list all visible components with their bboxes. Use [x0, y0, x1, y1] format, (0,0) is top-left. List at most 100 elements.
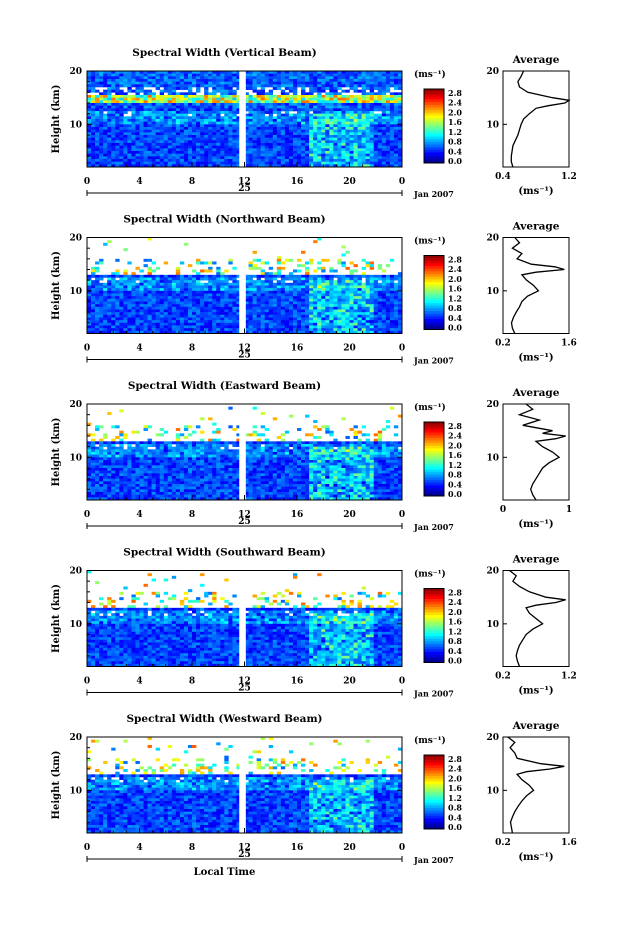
heatmap-cell [176, 159, 180, 162]
heatmap-cell [261, 159, 265, 162]
heatmap-cell [313, 288, 317, 291]
heatmap-cell [111, 286, 115, 289]
heatmap-cell [123, 135, 127, 138]
heatmap-cell [273, 323, 277, 326]
heatmap-cell [188, 138, 192, 141]
heatmap-cell [140, 114, 144, 117]
heatmap-cell [224, 315, 228, 318]
heatmap-cell [152, 76, 156, 79]
colorbar-swatch [424, 293, 444, 296]
heatmap-cell [200, 130, 204, 133]
heatmap-cell [350, 119, 354, 122]
heatmap-cell [305, 267, 309, 270]
heatmap-cell [333, 76, 337, 79]
heatmap-cell [321, 280, 325, 283]
heatmap-cell [87, 84, 91, 87]
heatmap-cell [257, 138, 261, 141]
heatmap-cell [148, 111, 152, 114]
heatmap-cell [144, 108, 148, 111]
heatmap-cell [160, 294, 164, 297]
heatmap-cell [172, 156, 176, 159]
heatmap-cell [305, 127, 309, 130]
heatmap-cell [317, 328, 321, 331]
heatmap-cell [358, 156, 362, 159]
heatmap-cell [176, 428, 180, 431]
heatmap-cell [350, 87, 354, 90]
heatmap-cell [172, 146, 176, 149]
heatmap-cell [140, 323, 144, 326]
heatmap-cell [333, 302, 337, 305]
heatmap-cell [123, 154, 127, 157]
heatmap-cell [208, 262, 212, 265]
heatmap-cell [192, 103, 196, 106]
heatmap-cell [374, 84, 378, 87]
heatmap-cell [394, 315, 398, 318]
heatmap-cell [111, 425, 115, 428]
heatmap-cell [164, 278, 168, 281]
heatmap-cell [208, 328, 212, 331]
heatmap-cell [164, 130, 168, 133]
heatmap-cell [91, 138, 95, 141]
heatmap-cell [160, 74, 164, 77]
heatmap-cell [160, 323, 164, 326]
heatmap-cell [285, 323, 289, 326]
heatmap-cell [321, 79, 325, 82]
heatmap-cell [200, 103, 204, 106]
heatmap-cell [345, 318, 349, 321]
heatmap-cell [115, 82, 119, 85]
heatmap-cell [301, 251, 305, 254]
heatmap-cell [309, 151, 313, 154]
heatmap-cell [196, 286, 200, 289]
heatmap-cell [366, 156, 370, 159]
heatmap-cell [345, 100, 349, 103]
heatmap-cell [378, 320, 382, 323]
heatmap-cell [192, 307, 196, 310]
heatmap-cell [273, 288, 277, 291]
heatmap-cell [362, 151, 366, 154]
heatmap-cell [103, 294, 107, 297]
heatmap-cell [277, 156, 281, 159]
heatmap-cell [95, 143, 99, 146]
heatmap-cell [257, 288, 261, 291]
heatmap-cell [216, 140, 220, 143]
heatmap-cell [188, 291, 192, 294]
heatmap-cell [301, 148, 305, 151]
heatmap-cell [281, 307, 285, 310]
heatmap-cell [144, 304, 148, 307]
heatmap-cell [123, 315, 127, 318]
heatmap-cell [293, 304, 297, 307]
heatmap-cell [309, 294, 313, 297]
heatmap-cell [313, 294, 317, 297]
heatmap-cell [362, 140, 366, 143]
heatmap-cell [168, 444, 172, 447]
heatmap-cell [87, 159, 91, 162]
heatmap-cell [152, 320, 156, 323]
heatmap-cell [172, 304, 176, 307]
heatmap-cell [390, 116, 394, 119]
heatmap-cell [127, 262, 131, 265]
heatmap-cell [345, 275, 349, 278]
heatmap-cell [224, 127, 228, 130]
heatmap-cell [144, 106, 148, 109]
heatmap-cell [325, 307, 329, 310]
heatmap-cell [354, 286, 358, 289]
heatmap-cell [329, 307, 333, 310]
heatmap-cell [285, 315, 289, 318]
heatmap-cell [107, 444, 111, 447]
heatmap-cell [107, 275, 111, 278]
heatmap-cell [329, 76, 333, 79]
heatmap-cell [103, 307, 107, 310]
heatmap-cell [382, 100, 386, 103]
heatmap-cell [257, 294, 261, 297]
heatmap-cell [378, 79, 382, 82]
heatmap-cell [204, 122, 208, 125]
heatmap-cell [144, 156, 148, 159]
heatmap-cell [285, 140, 289, 143]
heatmap-cell [111, 82, 115, 85]
heatmap-cell [337, 76, 341, 79]
heatmap-cell [293, 291, 297, 294]
heatmap-cell [160, 328, 164, 331]
heatmap-cell [103, 116, 107, 119]
heatmap-cell [362, 312, 366, 315]
heatmap-cell [119, 138, 123, 141]
